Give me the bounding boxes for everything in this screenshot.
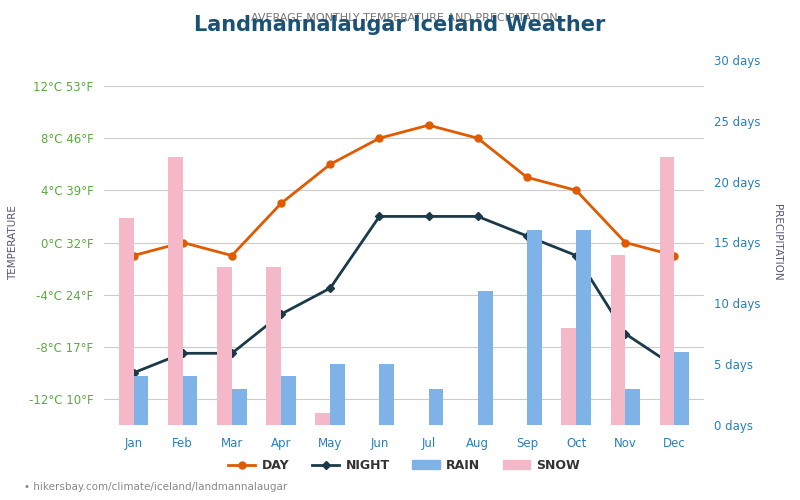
Bar — [674, 352, 690, 425]
Bar — [562, 328, 576, 425]
Text: • hikersbay.com/climate/iceland/landmannalaugar: • hikersbay.com/climate/iceland/landmann… — [24, 482, 287, 492]
Text: Landmannalaugar Iceland Weather: Landmannalaugar Iceland Weather — [194, 15, 606, 35]
NIGHT — [129, 370, 138, 376]
DAY — [227, 252, 237, 258]
NIGHT — [522, 233, 532, 239]
Bar — [330, 364, 345, 425]
NIGHT — [670, 364, 679, 370]
Bar — [281, 376, 296, 425]
Bar — [429, 388, 443, 425]
DAY — [276, 200, 286, 206]
Bar — [610, 254, 626, 425]
Bar — [217, 267, 232, 425]
NIGHT — [178, 350, 187, 356]
Bar — [182, 376, 198, 425]
Bar — [379, 364, 394, 425]
DAY — [129, 252, 138, 258]
Bar — [168, 158, 182, 425]
NIGHT — [424, 214, 434, 220]
Bar — [315, 413, 330, 425]
Y-axis label: TEMPERATURE: TEMPERATURE — [8, 205, 18, 280]
NIGHT — [473, 214, 482, 220]
Bar — [118, 218, 134, 425]
Line: DAY: DAY — [130, 122, 678, 259]
DAY — [374, 135, 384, 141]
Legend: DAY, NIGHT, RAIN, SNOW: DAY, NIGHT, RAIN, SNOW — [223, 454, 585, 477]
NIGHT — [571, 252, 581, 258]
Bar — [576, 230, 591, 425]
DAY — [424, 122, 434, 128]
DAY — [178, 240, 187, 246]
Y-axis label: PRECIPITATION: PRECIPITATION — [772, 204, 782, 281]
Bar — [660, 158, 674, 425]
Bar — [232, 388, 246, 425]
Bar — [626, 388, 640, 425]
Bar — [134, 376, 148, 425]
DAY — [621, 240, 630, 246]
DAY — [670, 252, 679, 258]
NIGHT — [276, 311, 286, 317]
DAY — [473, 135, 482, 141]
NIGHT — [621, 331, 630, 337]
NIGHT — [374, 214, 384, 220]
DAY — [522, 174, 532, 180]
Bar — [527, 230, 542, 425]
NIGHT — [326, 285, 335, 291]
Bar — [266, 267, 281, 425]
Bar — [478, 291, 493, 425]
DAY — [326, 162, 335, 168]
DAY — [571, 188, 581, 194]
Title: AVERAGE MONTHLY TEMPERATURE AND PRECIPITATION: AVERAGE MONTHLY TEMPERATURE AND PRECIPIT… — [250, 13, 558, 23]
Line: NIGHT: NIGHT — [130, 214, 678, 376]
NIGHT — [227, 350, 237, 356]
